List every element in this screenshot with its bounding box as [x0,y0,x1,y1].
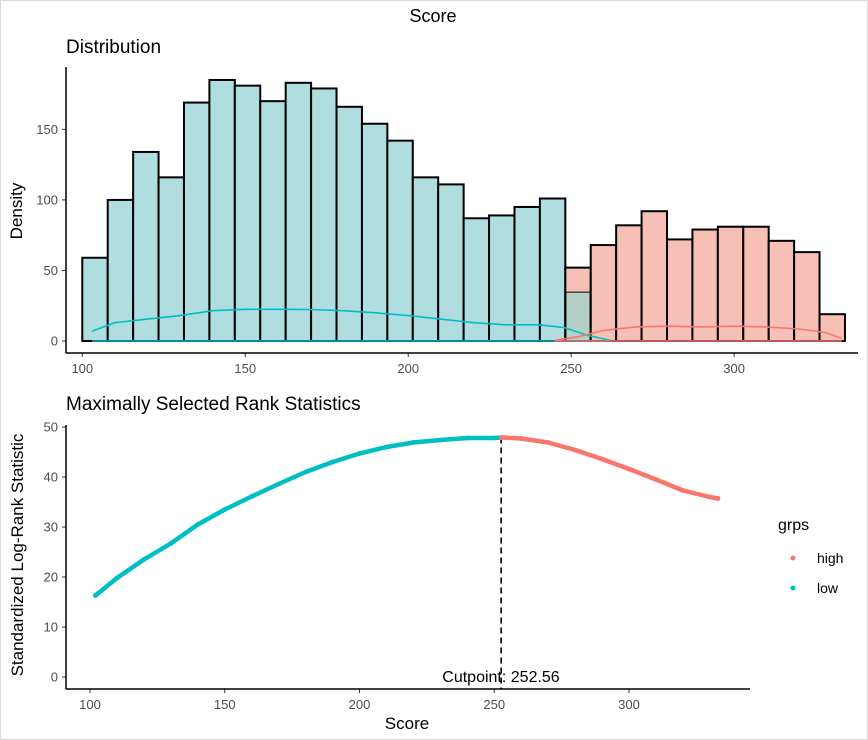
rank-stat-point-low [92,593,98,598]
bar-low [284,81,313,342]
rank-stat-point-low [330,459,335,465]
distribution-plot-area: 0 50 100 150 100 150 200 250 300 [36,79,846,376]
bar-high-overlap-fill [565,267,591,292]
rank-stat-point-low [303,469,308,475]
x-tick-label: 300 [723,361,745,376]
bar-low [513,205,541,342]
rank-stat-x-label: Score [385,714,429,733]
density-curve-high [554,325,842,342]
rank-stat-point-low [276,481,282,487]
bar-low [386,139,414,342]
rank-stat-plot-area: 0 10 20 30 40 50 100 150 200 250 300 [44,420,721,712]
rank-stat-point-low [384,444,389,450]
rank-stat-point-high [653,477,659,482]
x-tick-label: 250 [483,697,505,712]
cutpoint-label: Cutpoint: 252.56 [442,669,560,686]
bar-low [310,87,338,343]
legend-label-low: low [817,580,839,596]
x-tick-label: 150 [234,361,256,376]
y-tick-label: 100 [36,192,58,207]
bar-low [360,122,389,342]
rank-stat-point-high [498,435,504,440]
figure-title: Score [409,6,456,26]
rank-stat-point-low [141,557,147,562]
distribution-y-label: Density [7,182,26,239]
bar-low [538,197,567,342]
bar-high [615,224,643,342]
bar-low [233,84,262,342]
rank-stat-point-low [357,451,362,456]
bar-low [335,105,363,342]
distribution-title: Distribution [66,37,161,58]
y-tick-label: 50 [44,263,58,278]
legend: grps high low [778,517,843,596]
y-tick-label: 30 [44,520,58,535]
y-tick-label: 40 [44,470,58,485]
legend-title: grps [778,517,809,534]
rank-stat-point-low [411,440,416,445]
bar-low [564,290,592,342]
x-tick-label: 100 [71,361,93,376]
rank-stat-point-high [599,456,605,462]
legend-label-high: high [817,550,843,566]
rank-stat-series-low [93,435,504,598]
y-tick-label: 50 [44,420,58,435]
x-tick-label: 200 [349,697,371,712]
bar-high [818,313,846,342]
x-tick-label: 200 [397,361,419,376]
rank-stat-title: Maximally Selected Rank Statistics [66,394,361,415]
rank-stat-series-high [498,435,721,501]
y-tick-label: 0 [51,334,58,349]
bar-low [259,100,287,343]
rank-stat-point-low [437,437,443,443]
bar-low [132,150,160,342]
bar-low [437,183,465,342]
rank-stat-point-low [195,522,201,527]
legend-marker-high [790,555,796,561]
y-tick-label: 10 [44,620,58,635]
x-tick-label: 300 [618,697,640,712]
rank-stat-point-low [114,575,120,581]
bar-high [716,225,745,342]
rank-stat-point-low [168,541,174,546]
bar-low [106,198,135,342]
x-tick-label: 150 [214,697,236,712]
rank-stat-point-high [545,440,551,445]
rank-stat-point-high [518,436,524,441]
bar-high [691,228,719,342]
rank-stat-point-high [572,447,578,453]
bar-high [640,210,669,342]
bar-low [81,256,109,343]
bar-low [182,101,211,343]
rank-stat-point-high [707,494,713,500]
density-curve-low [91,308,611,342]
rank-stat-point-high [715,496,721,501]
rank-stat-point-low [249,494,255,499]
x-tick-label: 100 [79,697,101,712]
rank-stat-point-low [464,435,470,441]
y-tick-label: 150 [36,122,58,137]
x-tick-label: 250 [560,361,582,376]
rank-stat-point-low [491,435,497,441]
bar-low [488,214,516,342]
bar-high [742,225,770,342]
rank-stat-y-label: Standardized Log-Rank Statistic [8,433,27,676]
bar-high [589,244,618,342]
bar-low [208,79,236,342]
y-tick-label: 0 [51,670,58,685]
bar-high [767,239,796,342]
rank-stat-point-high [680,488,686,493]
y-tick-label: 20 [44,570,58,585]
legend-marker-low [790,585,796,591]
bar-high [793,251,821,342]
rank-stat-point-low [222,507,228,512]
rank-stat-point-high [626,466,632,472]
